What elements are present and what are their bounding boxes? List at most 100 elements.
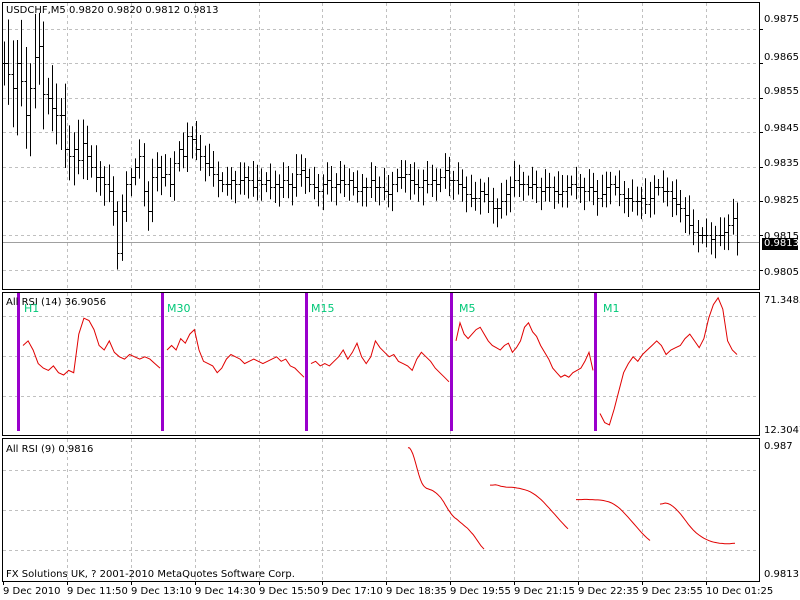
price-bar (648, 181, 653, 218)
price-bar (273, 170, 278, 203)
price-bar (364, 177, 369, 207)
price-bar (129, 168, 134, 197)
rsi14-line-h1 (22, 317, 161, 376)
price-bar (512, 160, 517, 197)
price-bar (517, 164, 522, 198)
price-bar (124, 171, 129, 222)
price-bar (451, 170, 456, 200)
rsi14-line-m15 (310, 339, 450, 383)
price-bar (286, 165, 291, 199)
price-bar (578, 174, 583, 203)
price-bar (355, 170, 360, 203)
y-tick-label: 0.9835 (764, 158, 799, 169)
price-bar (194, 120, 199, 161)
y-tick-label: 0.9855 (764, 86, 799, 97)
price-bar (107, 164, 112, 203)
price-bar (464, 176, 469, 213)
price-bar (386, 175, 391, 208)
price-bar (281, 162, 286, 198)
price-bar (351, 172, 356, 196)
price-bar (430, 164, 435, 198)
axis-ticks (3, 29, 763, 585)
price-bar (72, 132, 77, 186)
price-bar (473, 181, 478, 211)
timeframe-separators (17, 293, 597, 431)
price-bar (37, 12, 42, 85)
x-tick-label: 9 Dec 11:50 (67, 586, 128, 597)
price-bar (225, 166, 230, 196)
price-bar (46, 77, 51, 115)
rsi9-header: All RSI (9) 0.9816 (6, 444, 94, 455)
price-bar (229, 167, 234, 200)
price-bar (630, 179, 635, 212)
price-bar (76, 119, 81, 175)
price-bar (508, 176, 513, 213)
price-bars (2, 12, 759, 270)
price-bar (604, 171, 609, 208)
price-bar (137, 139, 142, 179)
price-bar (718, 217, 723, 247)
x-tick-label: 10 Dec 01:25 (706, 586, 774, 597)
price-bar (565, 175, 570, 208)
price-bar (329, 165, 334, 202)
price-bar (574, 166, 579, 200)
price-bar (416, 169, 421, 202)
price-bar (491, 187, 496, 224)
price-bar (443, 153, 448, 189)
price-bar (142, 143, 147, 207)
price-bar (316, 174, 321, 207)
price-bar (482, 182, 487, 203)
price-bar (495, 198, 500, 228)
price-bar (111, 176, 116, 226)
x-tick-label: 9 Dec 23:55 (642, 586, 703, 597)
price-bar (115, 201, 120, 270)
price-bar (146, 181, 151, 231)
price-bar (713, 225, 718, 259)
x-tick-label: 9 Dec 21:15 (514, 586, 575, 597)
price-bar (177, 141, 182, 172)
panel-frames (2, 2, 760, 582)
price-bar (643, 178, 648, 214)
price-bar (172, 151, 177, 201)
price-bar (290, 173, 295, 206)
price-bar (709, 222, 714, 255)
price-bar (85, 125, 90, 181)
price-bar (120, 194, 125, 261)
price-bar (691, 209, 696, 246)
rsi14-y-min: 12.3047 (764, 425, 800, 436)
y-tick-label: 0.9805 (764, 267, 799, 278)
price-bar (556, 171, 561, 204)
price-bar (41, 21, 46, 130)
price-bar (159, 155, 164, 196)
price-bar (360, 174, 365, 207)
price-bar (338, 160, 343, 194)
price-bar (421, 169, 426, 206)
price-bar (543, 169, 548, 202)
price-bar (259, 168, 264, 201)
price-bar (242, 162, 247, 195)
price-bar (238, 162, 243, 195)
price-bar (412, 162, 417, 195)
price-bar (150, 158, 155, 223)
main-chart-header: USDCHF,M5 0.9820 0.9820 0.9812 0.9813 (6, 5, 219, 16)
price-bar (63, 83, 68, 169)
rsi9-y-max: 0.987 (764, 441, 793, 452)
price-bar (674, 179, 679, 216)
price-bar (626, 188, 631, 217)
price-bar (434, 168, 439, 201)
price-bar (704, 218, 709, 248)
x-tick-label: 9 Dec 22:35 (578, 586, 639, 597)
price-bar (94, 145, 99, 193)
price-bar (613, 175, 618, 196)
price-bar (6, 19, 11, 105)
price-bar (408, 164, 413, 200)
grid-lines (3, 3, 759, 581)
price-bar (656, 179, 661, 196)
price-bar (591, 172, 596, 206)
timeframe-label-h1: H1 (24, 302, 40, 315)
timeframe-label-m1: M1 (603, 302, 620, 315)
price-bar (486, 177, 491, 213)
price-bar (700, 227, 705, 244)
price-bar (425, 160, 430, 194)
